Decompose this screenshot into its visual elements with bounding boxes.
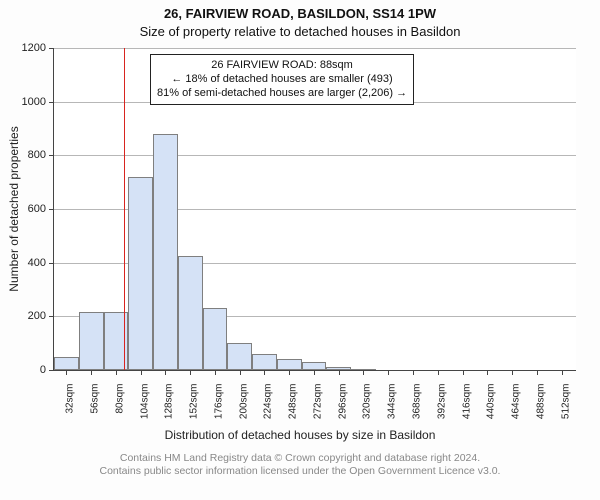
x-tick-label: 464sqm xyxy=(511,384,522,420)
y-tick-label: 1200 xyxy=(14,42,46,54)
x-tick-label: 56sqm xyxy=(90,384,101,414)
x-tick-label: 368sqm xyxy=(412,384,423,420)
x-tick-mark xyxy=(141,370,142,375)
x-tick-label: 176sqm xyxy=(213,384,224,420)
annotation-line: 26 FAIRVIEW ROAD: 88sqm xyxy=(157,59,407,73)
chart-title-subtitle: Size of property relative to detached ho… xyxy=(0,24,600,39)
x-tick-mark xyxy=(116,370,117,375)
x-tick-mark xyxy=(562,370,563,375)
gridline xyxy=(54,48,576,49)
y-tick-mark xyxy=(49,209,54,210)
histogram-bar xyxy=(153,134,178,370)
annotation-line: ← 18% of detached houses are smaller (49… xyxy=(157,73,407,87)
y-axis-label: Number of detached properties xyxy=(7,44,21,209)
y-tick-label: 200 xyxy=(14,310,46,322)
x-tick-mark xyxy=(339,370,340,375)
x-tick-label: 296sqm xyxy=(337,384,348,420)
y-tick-label: 0 xyxy=(14,364,46,376)
x-tick-mark xyxy=(240,370,241,375)
y-tick-label: 1000 xyxy=(14,96,46,108)
histogram-bar xyxy=(277,359,302,370)
x-tick-label: 128sqm xyxy=(164,384,175,420)
x-tick-label: 416sqm xyxy=(461,384,472,420)
x-tick-mark xyxy=(66,370,67,375)
footer-line-2: Contains public sector information licen… xyxy=(0,465,600,478)
x-tick-mark xyxy=(190,370,191,375)
x-tick-label: 512sqm xyxy=(560,384,571,420)
y-tick-mark xyxy=(49,102,54,103)
histogram-bar xyxy=(79,312,104,370)
y-tick-label: 600 xyxy=(14,203,46,215)
histogram-bar xyxy=(302,362,327,370)
histogram-bar xyxy=(128,177,153,370)
x-tick-mark xyxy=(463,370,464,375)
x-tick-label: 344sqm xyxy=(387,384,398,420)
property-marker-line xyxy=(124,48,125,370)
chart-title-address: 26, FAIRVIEW ROAD, BASILDON, SS14 1PW xyxy=(0,6,600,21)
histogram-bar xyxy=(252,354,277,370)
y-tick-mark xyxy=(49,155,54,156)
gridline xyxy=(54,155,576,156)
x-tick-mark xyxy=(388,370,389,375)
x-tick-mark xyxy=(537,370,538,375)
annotation-box: 26 FAIRVIEW ROAD: 88sqm← 18% of detached… xyxy=(150,54,414,105)
x-tick-label: 80sqm xyxy=(114,384,125,414)
x-tick-label: 392sqm xyxy=(436,384,447,420)
footer-line-1: Contains HM Land Registry data © Crown c… xyxy=(0,452,600,465)
x-tick-label: 248sqm xyxy=(288,384,299,420)
x-tick-label: 440sqm xyxy=(486,384,497,420)
x-tick-label: 200sqm xyxy=(238,384,249,420)
x-tick-mark xyxy=(165,370,166,375)
x-tick-mark xyxy=(314,370,315,375)
y-tick-label: 400 xyxy=(14,257,46,269)
x-tick-mark xyxy=(264,370,265,375)
histogram-bar xyxy=(54,357,79,370)
x-tick-mark xyxy=(487,370,488,375)
x-tick-label: 320sqm xyxy=(362,384,373,420)
x-tick-label: 272sqm xyxy=(312,384,323,420)
x-axis-label: Distribution of detached houses by size … xyxy=(0,428,600,442)
x-tick-label: 152sqm xyxy=(189,384,200,420)
x-tick-mark xyxy=(289,370,290,375)
x-tick-mark xyxy=(438,370,439,375)
x-tick-label: 104sqm xyxy=(139,384,150,420)
y-tick-mark xyxy=(49,370,54,371)
histogram-bar xyxy=(203,308,228,370)
x-tick-label: 224sqm xyxy=(263,384,274,420)
x-tick-mark xyxy=(91,370,92,375)
annotation-line: 81% of semi-detached houses are larger (… xyxy=(157,87,407,101)
y-tick-label: 800 xyxy=(14,149,46,161)
x-tick-mark xyxy=(363,370,364,375)
chart-container: 26, FAIRVIEW ROAD, BASILDON, SS14 1PW Si… xyxy=(0,0,600,500)
x-tick-mark xyxy=(215,370,216,375)
y-tick-mark xyxy=(49,263,54,264)
y-tick-mark xyxy=(49,48,54,49)
footer-attribution: Contains HM Land Registry data © Crown c… xyxy=(0,452,600,478)
y-tick-mark xyxy=(49,316,54,317)
x-axis-line xyxy=(54,370,576,371)
x-tick-mark xyxy=(512,370,513,375)
histogram-bar xyxy=(178,256,203,370)
x-tick-label: 32sqm xyxy=(65,384,76,414)
histogram-bar xyxy=(227,343,252,370)
x-tick-label: 488sqm xyxy=(535,384,546,420)
x-tick-mark xyxy=(413,370,414,375)
